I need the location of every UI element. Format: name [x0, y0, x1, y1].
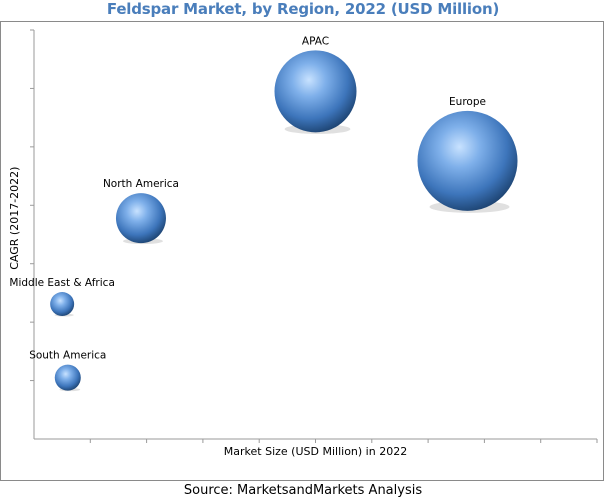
axes: [30, 29, 598, 443]
bubble-apac: [274, 50, 357, 133]
bubble-labels: APAC Europe North America Middle East & Afr…: [9, 35, 486, 361]
chart-title: Feldspar Market, by Region, 2022 (USD Mi…: [106, 0, 500, 18]
bubbles: [50, 50, 518, 392]
bubble-south-america: [54, 364, 81, 391]
bubble-chart: APAC Europe North America Middle East & Afr…: [8, 29, 598, 458]
bubble-north-america: [115, 193, 166, 244]
x-axis-title: Market Size (USD Million) in 2022: [224, 445, 407, 458]
source-note: Source: MarketsandMarkets Analysis: [183, 483, 423, 498]
bubble-label-middle-east-africa: Middle East & Africa: [9, 277, 115, 289]
chart-frame: APAC Europe North America Middle East & Afr…: [0, 21, 604, 481]
y-axis-title: CAGR (2017-2022): [8, 167, 21, 270]
bubble-label-south-america: South America: [29, 350, 106, 362]
bubble-europe: [417, 110, 518, 211]
bubble-label-apac: APAC: [302, 35, 329, 47]
bubble-label-europe: Europe: [449, 96, 486, 108]
bubble-middle-east-africa: [50, 292, 75, 317]
bubble-label-north-america: North America: [103, 178, 179, 190]
